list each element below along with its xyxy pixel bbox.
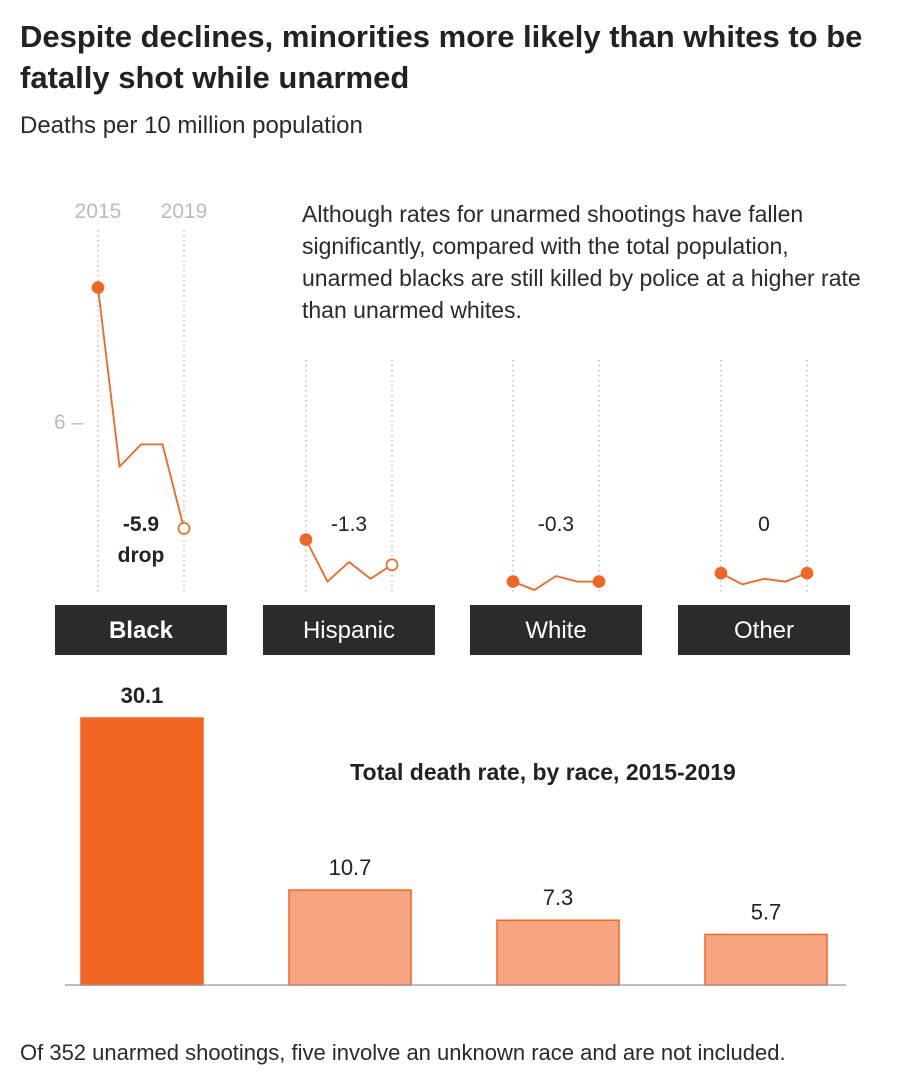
start-point-white [506, 575, 520, 588]
category-label-black: Black [109, 617, 174, 644]
start-point-black [91, 281, 105, 294]
x-tick-label-start: 2015 [75, 200, 122, 223]
x-tick-label-end: 2019 [161, 200, 208, 223]
bar-value-label-white: 7.3 [543, 885, 574, 910]
change-label-black: -5.9 [123, 513, 159, 536]
change-label-white: -0.3 [538, 513, 574, 536]
bar-white [496, 919, 620, 986]
category-label-box [678, 605, 850, 655]
bar-other [704, 933, 828, 986]
series-line-white [512, 575, 599, 591]
end-point-other [800, 566, 814, 580]
category-label-white: White [525, 617, 586, 644]
footnote: Of 352 unarmed shootings, five involve a… [20, 1040, 786, 1065]
end-point-black [177, 522, 191, 535]
bar-hispanic [288, 889, 412, 986]
category-label-box [470, 605, 642, 655]
chart-title: Despite declines, minorities more likely… [20, 19, 863, 95]
series-line-black [97, 287, 185, 529]
change-suffix-black: drop [118, 544, 165, 567]
bar-chart-title: Total death rate, by race, 2015-2019 [350, 759, 736, 785]
change-label-other: 0 [758, 513, 770, 536]
start-point-other [714, 566, 728, 580]
category-label-box [263, 605, 435, 655]
series-line-hispanic [305, 539, 393, 583]
chart-annotation: Although rates for unarmed shootings hav… [302, 201, 861, 323]
bar-value-label-other: 5.7 [751, 899, 782, 924]
start-point-hispanic [299, 533, 313, 546]
category-label-box [55, 605, 227, 655]
series-line-other [720, 572, 808, 586]
change-label-hispanic: -1.3 [331, 513, 367, 536]
chart-subtitle: Deaths per 10 million population [20, 112, 363, 139]
end-point-hispanic [385, 558, 399, 572]
category-label-other: Other [734, 617, 794, 644]
end-point-white [592, 575, 606, 588]
bar-value-label-hispanic: 10.7 [329, 855, 372, 880]
y-tick-label: 6 – [54, 411, 84, 434]
bar-value-label-black: 30.1 [121, 683, 164, 708]
bar-black [80, 717, 204, 986]
category-label-hispanic: Hispanic [303, 617, 395, 644]
